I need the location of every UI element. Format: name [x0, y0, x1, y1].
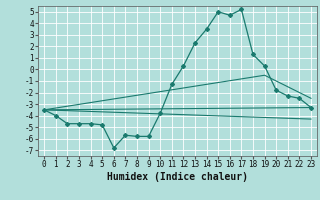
X-axis label: Humidex (Indice chaleur): Humidex (Indice chaleur) [107, 172, 248, 182]
